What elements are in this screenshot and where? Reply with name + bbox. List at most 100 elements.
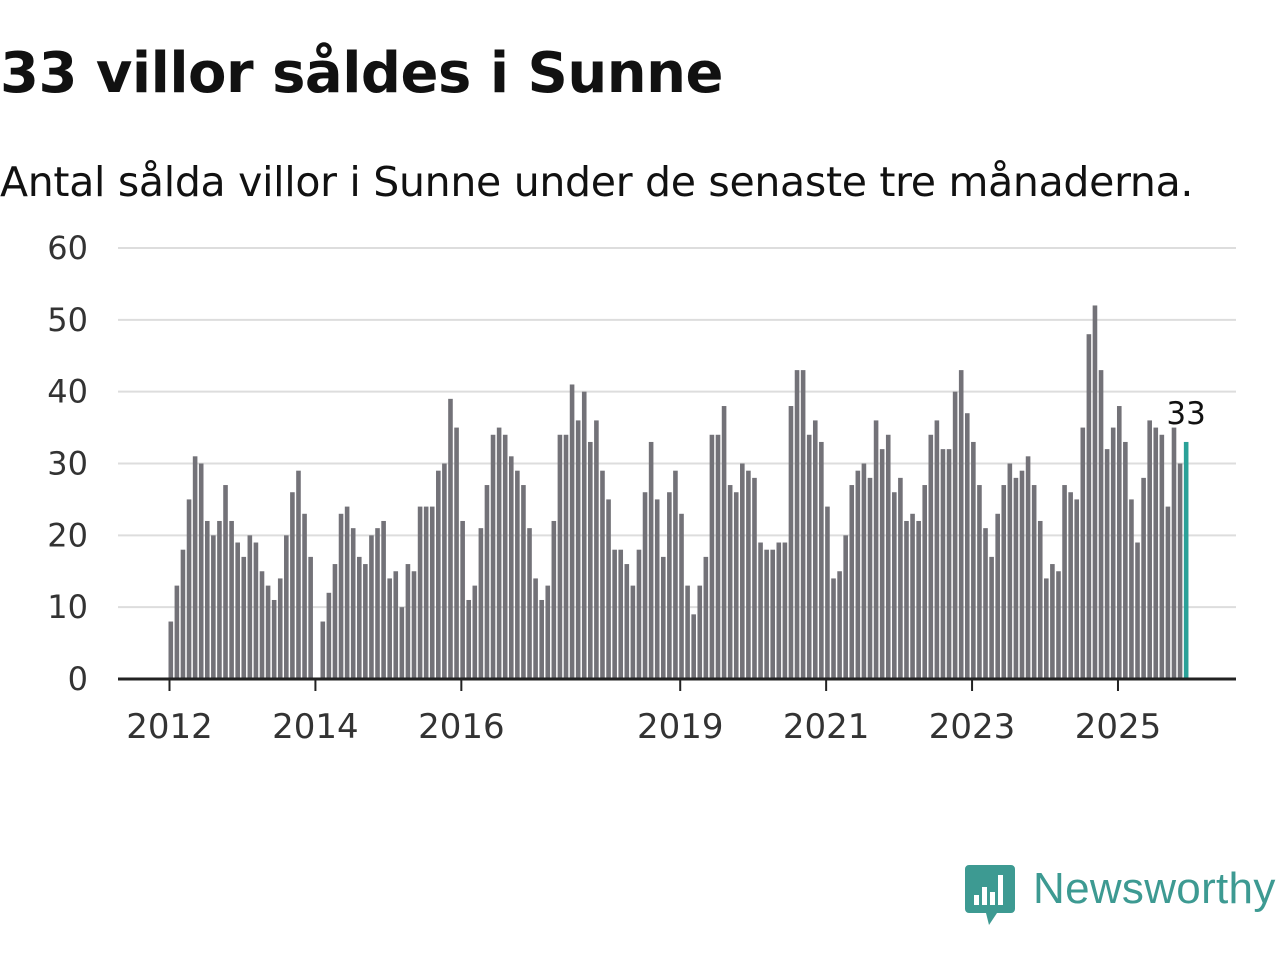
bar: [1171, 427, 1177, 679]
bar: [1116, 406, 1122, 679]
bar: [271, 599, 277, 679]
x-tick-label: 2025: [1075, 707, 1162, 747]
bar: [612, 549, 617, 679]
bar: [1001, 485, 1007, 679]
bar-latest: [1183, 441, 1189, 679]
bar: [825, 506, 830, 679]
bar: [198, 463, 204, 679]
bar: [1019, 470, 1025, 679]
bar: [837, 571, 842, 679]
x-tick-label: 2023: [929, 707, 1016, 747]
bar: [454, 427, 459, 679]
bar: [399, 607, 405, 679]
bar: [879, 449, 885, 679]
bar: [515, 470, 520, 679]
bar: [363, 564, 368, 679]
bar: [241, 556, 247, 679]
bar: [296, 470, 301, 679]
bar: [928, 434, 934, 679]
y-tick-label: 40: [47, 373, 88, 411]
bar: [1074, 499, 1080, 679]
newsworthy-logo-icon: [965, 865, 1015, 925]
bar: [284, 535, 289, 679]
bar: [752, 477, 757, 679]
bar: [265, 585, 271, 679]
bar: [1110, 427, 1116, 679]
bar: [819, 441, 824, 679]
bar: [934, 420, 940, 679]
bar: [843, 535, 848, 679]
bar: [721, 406, 727, 679]
bar: [277, 578, 283, 679]
bar: [873, 420, 879, 679]
bar: [259, 571, 265, 679]
bar: [654, 499, 660, 679]
bar: [235, 542, 240, 679]
bar: [229, 520, 234, 679]
bar: [764, 549, 769, 679]
bar: [946, 449, 952, 679]
bar: [1098, 370, 1104, 679]
labels: 0 10 20 30 40 50 60 2012 2014 2016 2019 2021 2023 202…: [47, 229, 1209, 747]
bar: [606, 499, 611, 679]
bar: [770, 549, 776, 679]
bar: [1031, 485, 1037, 679]
bar: [423, 506, 429, 679]
bar: [192, 456, 198, 679]
bar: [405, 564, 411, 679]
bar: [1056, 571, 1061, 679]
bar: [673, 470, 678, 679]
bar: [204, 520, 210, 679]
bar: [667, 492, 672, 679]
bar: [618, 549, 624, 679]
bar: [436, 470, 441, 679]
bar: [691, 614, 696, 679]
bar: [1007, 463, 1013, 679]
bar: [892, 492, 897, 679]
bar: [1153, 427, 1159, 679]
x-tick-label: 2016: [418, 707, 505, 747]
bar: [393, 571, 399, 679]
y-tick-label: 20: [47, 516, 88, 554]
bar: [794, 370, 800, 679]
bar: [369, 535, 374, 679]
bar: [1025, 456, 1031, 679]
bar: [575, 420, 581, 679]
bar: [806, 434, 812, 679]
bar: [922, 485, 928, 679]
chart-title: 33 villor såldes i Sunne: [0, 41, 723, 106]
bar: [332, 564, 338, 679]
bar: [1104, 449, 1110, 679]
bar: [977, 485, 982, 679]
axes: [118, 677, 1236, 691]
bar: [636, 549, 642, 679]
x-tick-label: 2019: [637, 707, 724, 747]
bar: [885, 434, 891, 679]
bar: [545, 585, 551, 679]
bar: [448, 398, 453, 679]
bar: [168, 621, 174, 679]
bar: [344, 506, 350, 679]
bar: [478, 528, 484, 679]
bar: [527, 528, 532, 679]
bar: [186, 499, 192, 679]
bar: [290, 492, 295, 679]
bar: [375, 528, 380, 679]
bar: [727, 485, 733, 679]
bar: [867, 477, 873, 679]
bar: [733, 492, 739, 679]
y-tick-label: 10: [47, 588, 88, 626]
bar: [958, 370, 964, 679]
bar: [308, 556, 313, 679]
bar: [1177, 463, 1183, 679]
bar: [1062, 485, 1067, 679]
bar: [679, 513, 684, 679]
bar: [697, 585, 703, 679]
bar: [715, 434, 721, 679]
bar: [551, 520, 557, 679]
bar: [758, 542, 763, 679]
bar: [466, 599, 472, 679]
bar: [703, 556, 709, 679]
bar: [812, 420, 818, 679]
